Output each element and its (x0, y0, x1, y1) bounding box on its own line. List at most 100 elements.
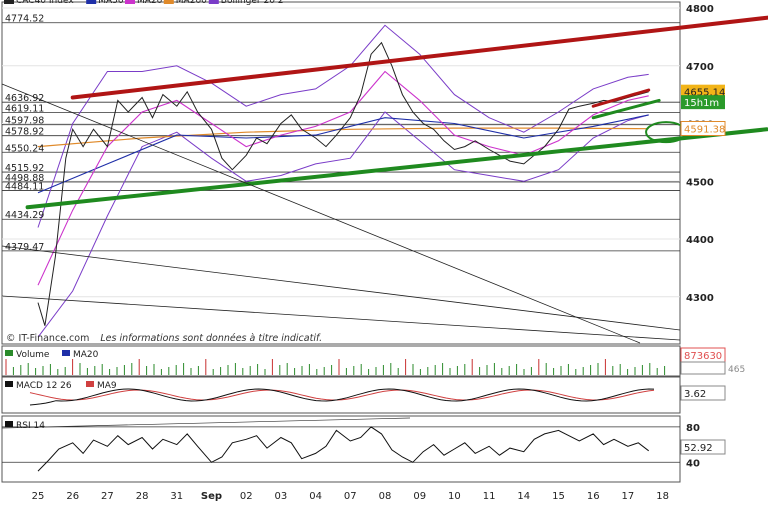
copyright-text: © IT-Finance.com Les informations sont d… (6, 333, 322, 344)
level-label-3: 4597.98 (5, 116, 44, 127)
legend-swatch-0 (4, 0, 14, 4)
volume-partial-label: 465 (728, 365, 745, 375)
volume-bars (5, 359, 666, 375)
x-tick-label-16: 16 (587, 491, 600, 502)
y-tick-label-6: 4800 (686, 4, 714, 15)
x-tick-label-3: 28 (136, 491, 149, 502)
right-label-text-0: 4655.14 (684, 88, 725, 99)
y-tick-label-5: 4700 (686, 62, 714, 73)
y-tick-label-3: 4500 (686, 177, 714, 188)
x-tick-label-12: 10 (448, 491, 461, 502)
macd-series-label-0: MACD 12 26 (16, 381, 72, 391)
rsi-tick-label-0: 40 (686, 458, 700, 469)
macd-series-label-1: MA9 (97, 381, 117, 391)
macd-panel-frame (1, 376, 681, 414)
rsi-tick-label-1: 80 (686, 423, 700, 434)
x-axis-labels: 25 26 27 28 31 Sep 02 03 04 07 08 09 10 11 14 15 16 17 18 (32, 491, 669, 502)
macd-value-box (680, 385, 726, 401)
price-line (37, 41, 649, 326)
right-label-box-2 (680, 120, 726, 136)
level-label-6: 4515.92 (5, 163, 44, 174)
macd-value-label: 3.62 (684, 389, 706, 400)
macd-right-labels: 3.62 (680, 385, 726, 401)
volume-legend-swatch (5, 350, 13, 356)
ma50-line (37, 114, 649, 194)
rsi-panel: RSI 14 40 80 52.92 (1, 415, 726, 483)
moving-averages (37, 70, 649, 286)
legend-label-4: Bollinger 20 2 (221, 0, 284, 6)
x-tick-label-13: 11 (483, 491, 496, 502)
x-tick-label-11: 09 (413, 491, 426, 502)
right-label-text-1: 15h1m (684, 98, 719, 109)
x-tick-label-7: 03 (275, 491, 288, 502)
trend-line-red-0 (70, 15, 768, 100)
x-tick-label-6: 02 (240, 491, 253, 502)
level-label-1: 4636.92 (5, 93, 44, 104)
diagonal-line-0 (1, 83, 641, 344)
level-label-0: 4774.52 (5, 14, 44, 25)
diagonal-line-1 (1, 245, 681, 331)
level-label-5: 4550.24 (5, 143, 44, 154)
rsi-trend-line (1, 417, 411, 429)
x-tick-label-4: 31 (170, 491, 183, 502)
rsi-level-lines (1, 417, 680, 463)
right-label-box-1 (681, 95, 725, 110)
x-tick-label-0: 25 (32, 491, 45, 502)
legend-label-3: MA200 (176, 0, 207, 6)
x-tick-label-8: 04 (309, 491, 322, 502)
legend-swatch-1 (86, 0, 97, 4)
macd-legend-swatch (5, 381, 13, 387)
rsi-value-box (680, 439, 726, 455)
trend-line-green-3 (591, 98, 661, 120)
x-tick-label-17: 17 (622, 491, 635, 502)
macd-lines (29, 388, 655, 406)
level-label-7: 4498.88 (5, 173, 44, 184)
main-right-axis: 430044004500460047004800 (686, 4, 714, 304)
level-label-4: 4578.92 (5, 127, 44, 138)
right-label-text-2: 4591.38 (684, 124, 725, 135)
volume-right-labels: 873630 465 (680, 347, 745, 375)
x-tick-label-14: 14 (517, 491, 530, 502)
x-tick-label-5: Sep (201, 491, 222, 502)
x-tick-label-15: 15 (552, 491, 565, 502)
level-label-9: 4434.29 (5, 210, 44, 221)
macd-panel: MACD 12 26 MA9 3.62 (1, 376, 726, 414)
legend-label-1: MA50 (98, 0, 124, 6)
x-tick-label-1: 26 (66, 491, 79, 502)
macd-signal-line (29, 389, 655, 401)
macd-line (29, 388, 655, 406)
volume-value-label: 873630 (684, 351, 722, 362)
ma200-line (37, 127, 649, 148)
legend-label-2: MA20 (137, 0, 163, 6)
volume-panel-frame (1, 345, 681, 377)
legend-swatch-3 (163, 0, 174, 4)
price-series (37, 41, 649, 326)
x-tick-label-18: 18 (656, 491, 669, 502)
legend-label-0: CAC40 Index (16, 0, 74, 6)
volume-partial-box (680, 361, 726, 375)
x-tick-label-2: 27 (101, 491, 114, 502)
ma20-line (37, 70, 649, 286)
legend-swatch-2 (125, 0, 135, 4)
volume-series-label-0: Volume (16, 350, 50, 360)
trend-line-green-1 (25, 127, 768, 210)
copyright-label: © IT-Finance.com (6, 333, 89, 344)
rsi-title: RSI 14 (5, 421, 45, 431)
volume-panel: Volume MA20 873630 465 (1, 345, 745, 377)
x-tick-label-9: 07 (344, 491, 357, 502)
rsi-series (37, 426, 650, 472)
level-label-10: 4379.47 (5, 242, 44, 253)
disclaimer-label: Les informations sont données à titre in… (100, 333, 322, 344)
macd-title: MACD 12 26 MA9 (5, 381, 117, 391)
main-panel: CAC40 Index MA50 MA20 MA200 Bollinger 20 2 4… (1, 0, 768, 345)
bollinger-lower (37, 111, 649, 338)
rsi-line (37, 426, 650, 472)
legend-row: CAC40 Index MA50 MA20 MA200 Bollinger 20 2 (4, 0, 284, 6)
diagonal-line-2 (1, 295, 681, 341)
volume-ma-swatch (62, 350, 70, 356)
macd-signal-swatch (86, 381, 94, 387)
rsi-legend-swatch (5, 421, 13, 427)
